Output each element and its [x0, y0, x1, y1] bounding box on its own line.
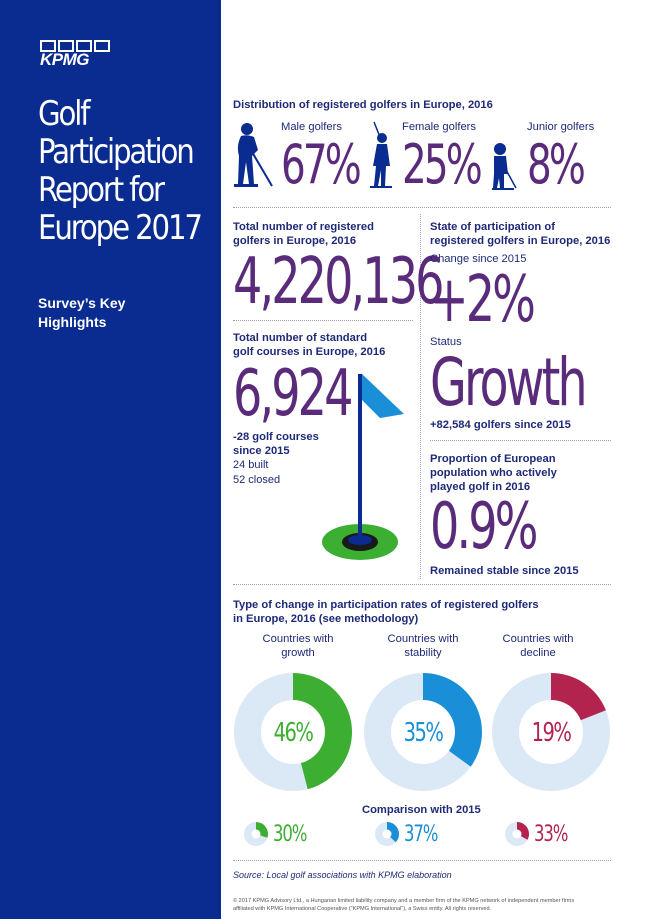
change-since-label: Change since 2015: [430, 253, 527, 265]
distribution-heading: Distribution of registered golfers in Eu…: [233, 99, 493, 111]
divider: [233, 860, 611, 861]
heading-line: in Europe, 2016 (see methodology): [233, 613, 419, 625]
heading-line: registered golfers in Europe, 2016: [430, 235, 611, 247]
heading-line: golf courses in Europe, 2016: [233, 346, 386, 358]
logo-text: KPMG: [40, 50, 90, 69]
change-types-heading: Type of change in participation rates of…: [233, 598, 539, 626]
label-line: growth: [281, 647, 315, 659]
courses-built: 24 built: [233, 459, 269, 471]
title-line: Participation: [38, 132, 195, 172]
junior-golfers-value: 8%: [527, 133, 586, 196]
growth-prev-donut-hole: [251, 829, 261, 839]
footer-line: affiliated with KPMG International Coope…: [233, 906, 492, 912]
label-line: Countries with: [387, 633, 459, 645]
decline-donut-hole: [519, 700, 583, 764]
decline-label: Countries with decline: [473, 632, 603, 660]
male-golfers-label: Male golfers: [281, 121, 342, 133]
growth-label: Countries with growth: [233, 632, 363, 660]
column-divider: [420, 214, 421, 579]
decline-prev-value: 33%: [534, 822, 568, 847]
heading-line: State of participation of: [430, 221, 555, 233]
title-line: Report for: [38, 170, 165, 210]
change-since-value: +2%: [430, 263, 536, 337]
status-value: Growth: [430, 344, 588, 421]
kpmg-logo: KPMG: [40, 40, 120, 70]
courses-change: -28 golf courses since 2015: [233, 430, 319, 458]
heading-line: golfers in Europe, 2016: [233, 235, 357, 247]
male-golfers-value: 67%: [281, 133, 362, 196]
proportion-heading: Proportion of European population who ac…: [430, 452, 557, 494]
decline-prev-donut-hole: [512, 829, 522, 839]
logo-boxes-icon: [40, 40, 120, 52]
junior-golfers-label: Junior golfers: [527, 121, 595, 133]
state-heading: State of participation of registered gol…: [430, 220, 610, 248]
female-golfers-label: Female golfers: [402, 121, 476, 133]
junior-golfer-icon: [492, 143, 517, 190]
growth-prev-value: 30%: [273, 822, 307, 847]
growth-value: 46%: [273, 718, 314, 748]
label-line: Countries with: [262, 633, 334, 645]
label-line: Countries with: [502, 633, 574, 645]
title-line: Golf: [38, 94, 91, 134]
total-golfers-heading: Total number of registered golfers in Eu…: [233, 220, 374, 248]
total-golfers-value: 4,220,136: [233, 245, 444, 319]
status-note: +82,584 golfers since 2015: [430, 419, 571, 431]
golf-flag-icon: [322, 374, 404, 560]
decline-value: 19%: [531, 718, 572, 748]
courses-heading: Total number of standard golf courses in…: [233, 331, 385, 359]
subtitle-line: Highlights: [38, 314, 107, 330]
growth-donut-hole: [261, 700, 325, 764]
stability-value: 35%: [403, 718, 444, 748]
stability-donut-hole: [391, 700, 455, 764]
heading-line: Total number of standard: [233, 332, 368, 344]
report-subtitle: Survey’s Key Highlights: [38, 294, 198, 332]
footer-legal: © 2017 KPMG Advisory Ltd., a Hungarian l…: [233, 897, 623, 913]
stability-prev-donut-hole: [382, 829, 392, 839]
status-label: Status: [430, 336, 462, 348]
heading-line: population who actively: [430, 467, 557, 479]
label-line: decline: [520, 647, 556, 659]
divider: [233, 320, 413, 321]
female-golfers-value: 25%: [402, 133, 483, 196]
change-line: -28 golf courses: [233, 431, 319, 443]
stability-prev-value: 37%: [404, 822, 438, 847]
heading-line: Proportion of European: [430, 453, 556, 465]
female-golfer-icon: [370, 121, 392, 188]
footer-line: © 2017 KPMG Advisory Ltd., a Hungarian l…: [233, 898, 575, 904]
proportion-note: Remained stable since 2015: [430, 565, 579, 577]
divider: [233, 584, 611, 585]
heading-line: played golf in 2016: [430, 481, 531, 493]
subtitle-line: Survey’s Key: [38, 295, 126, 311]
heading-line: Total number of registered: [233, 221, 374, 233]
male-golfer-icon: [234, 123, 273, 187]
report-title: Golf Participation Report for Europe 201…: [38, 95, 227, 247]
comparison-label: Comparison with 2015: [362, 804, 481, 816]
proportion-value: 0.9%: [430, 490, 538, 564]
courses-value: 6,924: [233, 357, 353, 431]
source-note: Source: Local golf associations with KPM…: [233, 870, 452, 880]
divider: [430, 440, 611, 441]
change-line: since 2015: [233, 445, 290, 457]
divider: [233, 207, 611, 208]
title-line: Europe 2017: [38, 208, 203, 248]
stability-label: Countries with stability: [358, 632, 488, 660]
sidebar: KPMG Golf Participation Report for Europ…: [0, 0, 221, 919]
label-line: stability: [404, 647, 442, 659]
stability-prev-donut-slice: [387, 822, 400, 843]
heading-line: Type of change in participation rates of…: [233, 599, 539, 611]
courses-closed: 52 closed: [233, 474, 281, 486]
